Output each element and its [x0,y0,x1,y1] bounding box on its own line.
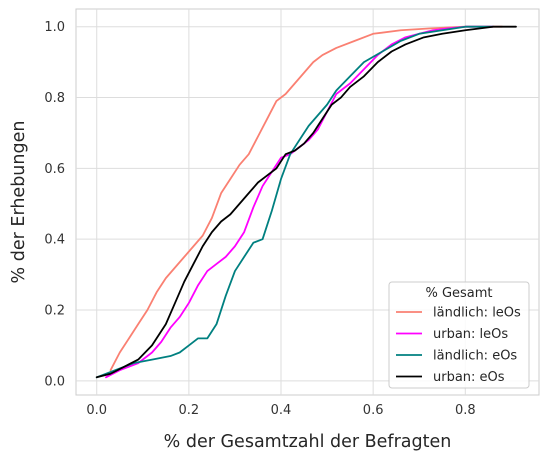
x-axis-ticks: 0.0 0.2 0.4 0.6 0.8 [86,403,475,418]
series-line-4 [95,25,517,379]
legend-items: ländlich: leOs urban: leOs ländlich: eOs ur… [396,306,521,385]
legend-label: ländlich: leOs [433,306,521,321]
y-tick-label: 0.6 [44,162,65,177]
legend-title: % Gesamt [425,286,492,301]
legend-box [388,281,530,389]
legend-label: ländlich: eOs [433,349,517,364]
x-tick-label: 0.0 [86,403,107,418]
y-tick-label: 1.0 [44,20,65,35]
y-axis-label: % der Erhebungen [9,121,29,284]
series-line-2 [105,25,494,379]
y-axis-ticks: 0.0 0.2 0.4 0.6 0.8 1.0 [44,20,65,389]
y-tick-label: 0.2 [44,304,65,319]
x-axis-label: % der Gesamtzahl der Befragten [164,432,452,452]
x-tick-label: 0.2 [179,403,200,418]
y-tick-label: 0.4 [44,233,65,248]
x-tick-label: 0.6 [363,403,384,418]
series-line-3 [95,25,494,379]
y-tick-label: 0.0 [44,374,65,389]
legend-label: urban: leOs [433,327,508,342]
x-tick-label: 0.4 [271,403,292,418]
y-tick-label: 0.8 [44,91,65,106]
legend-label: urban: eOs [433,370,505,385]
x-tick-label: 0.8 [455,403,476,418]
series-layer [95,25,517,379]
series-line-1 [109,25,504,372]
